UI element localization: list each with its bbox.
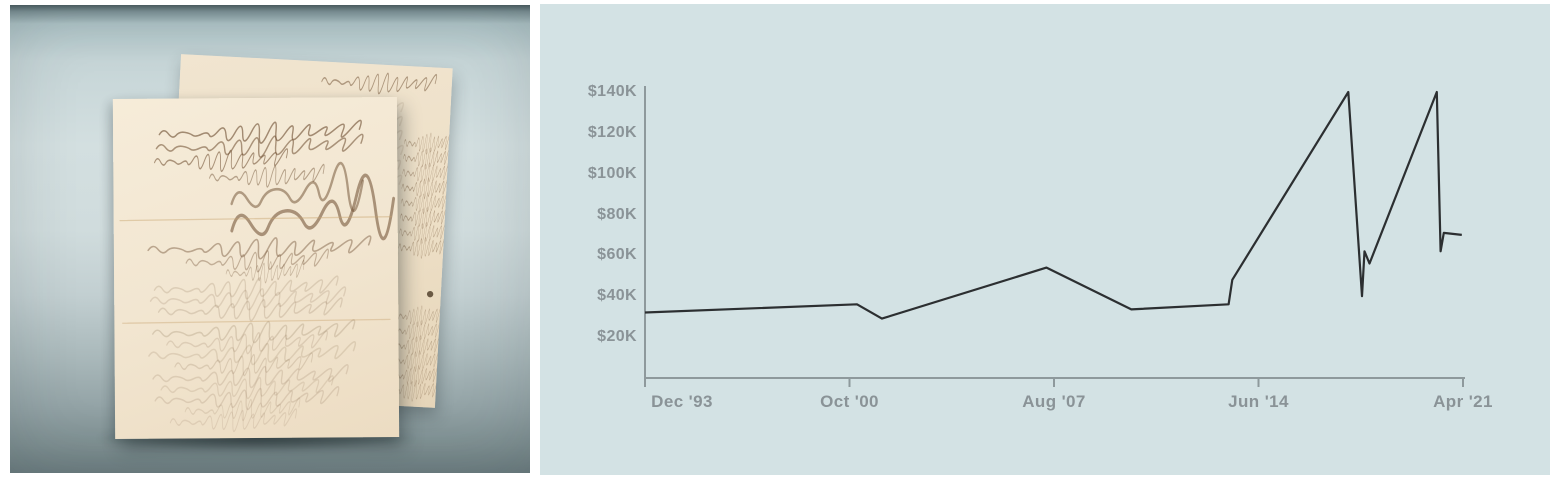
x-axis-tick-label: Oct '00 — [820, 392, 879, 411]
letter-page-back — [163, 54, 453, 408]
price-history-chart: $140K $120K $100K $80K $60K $40K $20K De… — [540, 4, 1550, 475]
y-axis-tick-label: $60K — [597, 246, 637, 264]
handwriting-lines-front — [119, 119, 400, 433]
y-axis-tick-label: $80K — [597, 205, 637, 223]
x-axis-tick-label: Dec '93 — [651, 392, 713, 411]
y-axis-tick-label: $40K — [597, 287, 637, 305]
handwriting-back — [190, 67, 452, 404]
y-axis: $140K $120K $100K $80K $60K $40K $20K — [540, 4, 637, 475]
y-axis-tick-label: $120K — [587, 123, 637, 141]
price-line — [644, 90, 1462, 320]
x-axis-tick-label: Jun '14 — [1228, 392, 1289, 411]
x-axis-tick-label: Apr '21 — [1433, 392, 1493, 411]
handwriting-lines-back — [190, 67, 452, 404]
handwriting-front — [119, 119, 400, 433]
y-axis-tick-label: $100K — [587, 164, 637, 182]
letter-photo[interactable] — [10, 5, 530, 473]
letter-page-front — [112, 97, 400, 439]
y-axis-tick-label: $140K — [587, 83, 637, 100]
x-axis-tick-label: Aug '07 — [1022, 392, 1086, 411]
chart-canvas — [644, 86, 1465, 387]
y-axis-tick-label: $20K — [597, 328, 637, 345]
